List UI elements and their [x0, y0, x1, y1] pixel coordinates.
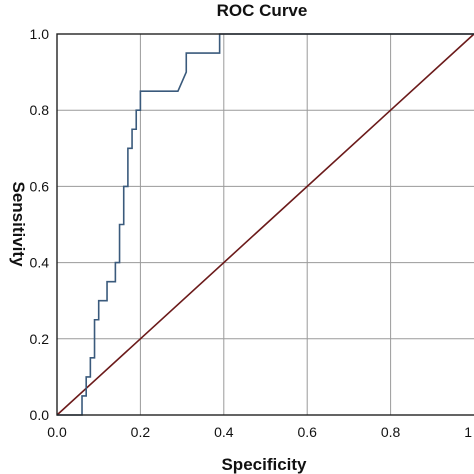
x-tick-label: 0.4	[214, 424, 234, 440]
y-tick-label: 0.0	[30, 407, 50, 423]
roc-curve-line	[57, 33, 474, 416]
y-tick-label: 1.0	[30, 26, 50, 42]
plot-frame	[56, 33, 474, 416]
y-tick-label: 0.8	[30, 102, 50, 118]
x-tick-label: 0.6	[297, 424, 317, 440]
x-axis-title: Specificity	[221, 455, 307, 474]
y-tick-label: 0.4	[30, 255, 50, 271]
x-tick-label: 0.8	[381, 424, 401, 440]
x-tick-label: 1	[464, 424, 472, 440]
y-axis-title: Sensitivity	[9, 181, 28, 267]
reference-diagonal-line	[56, 33, 474, 416]
chart-title: ROC Curve	[217, 1, 308, 20]
x-tick-label: 0.2	[131, 424, 151, 440]
tick-labels: 0.0 0.2 0.4 0.6 0.8 1 0.0 0.2 0.4 0.6 0.8 1.0	[30, 26, 473, 440]
y-tick-label: 0.2	[30, 331, 50, 347]
y-tick-label: 0.6	[30, 178, 50, 194]
x-tick-label: 0.0	[47, 424, 67, 440]
